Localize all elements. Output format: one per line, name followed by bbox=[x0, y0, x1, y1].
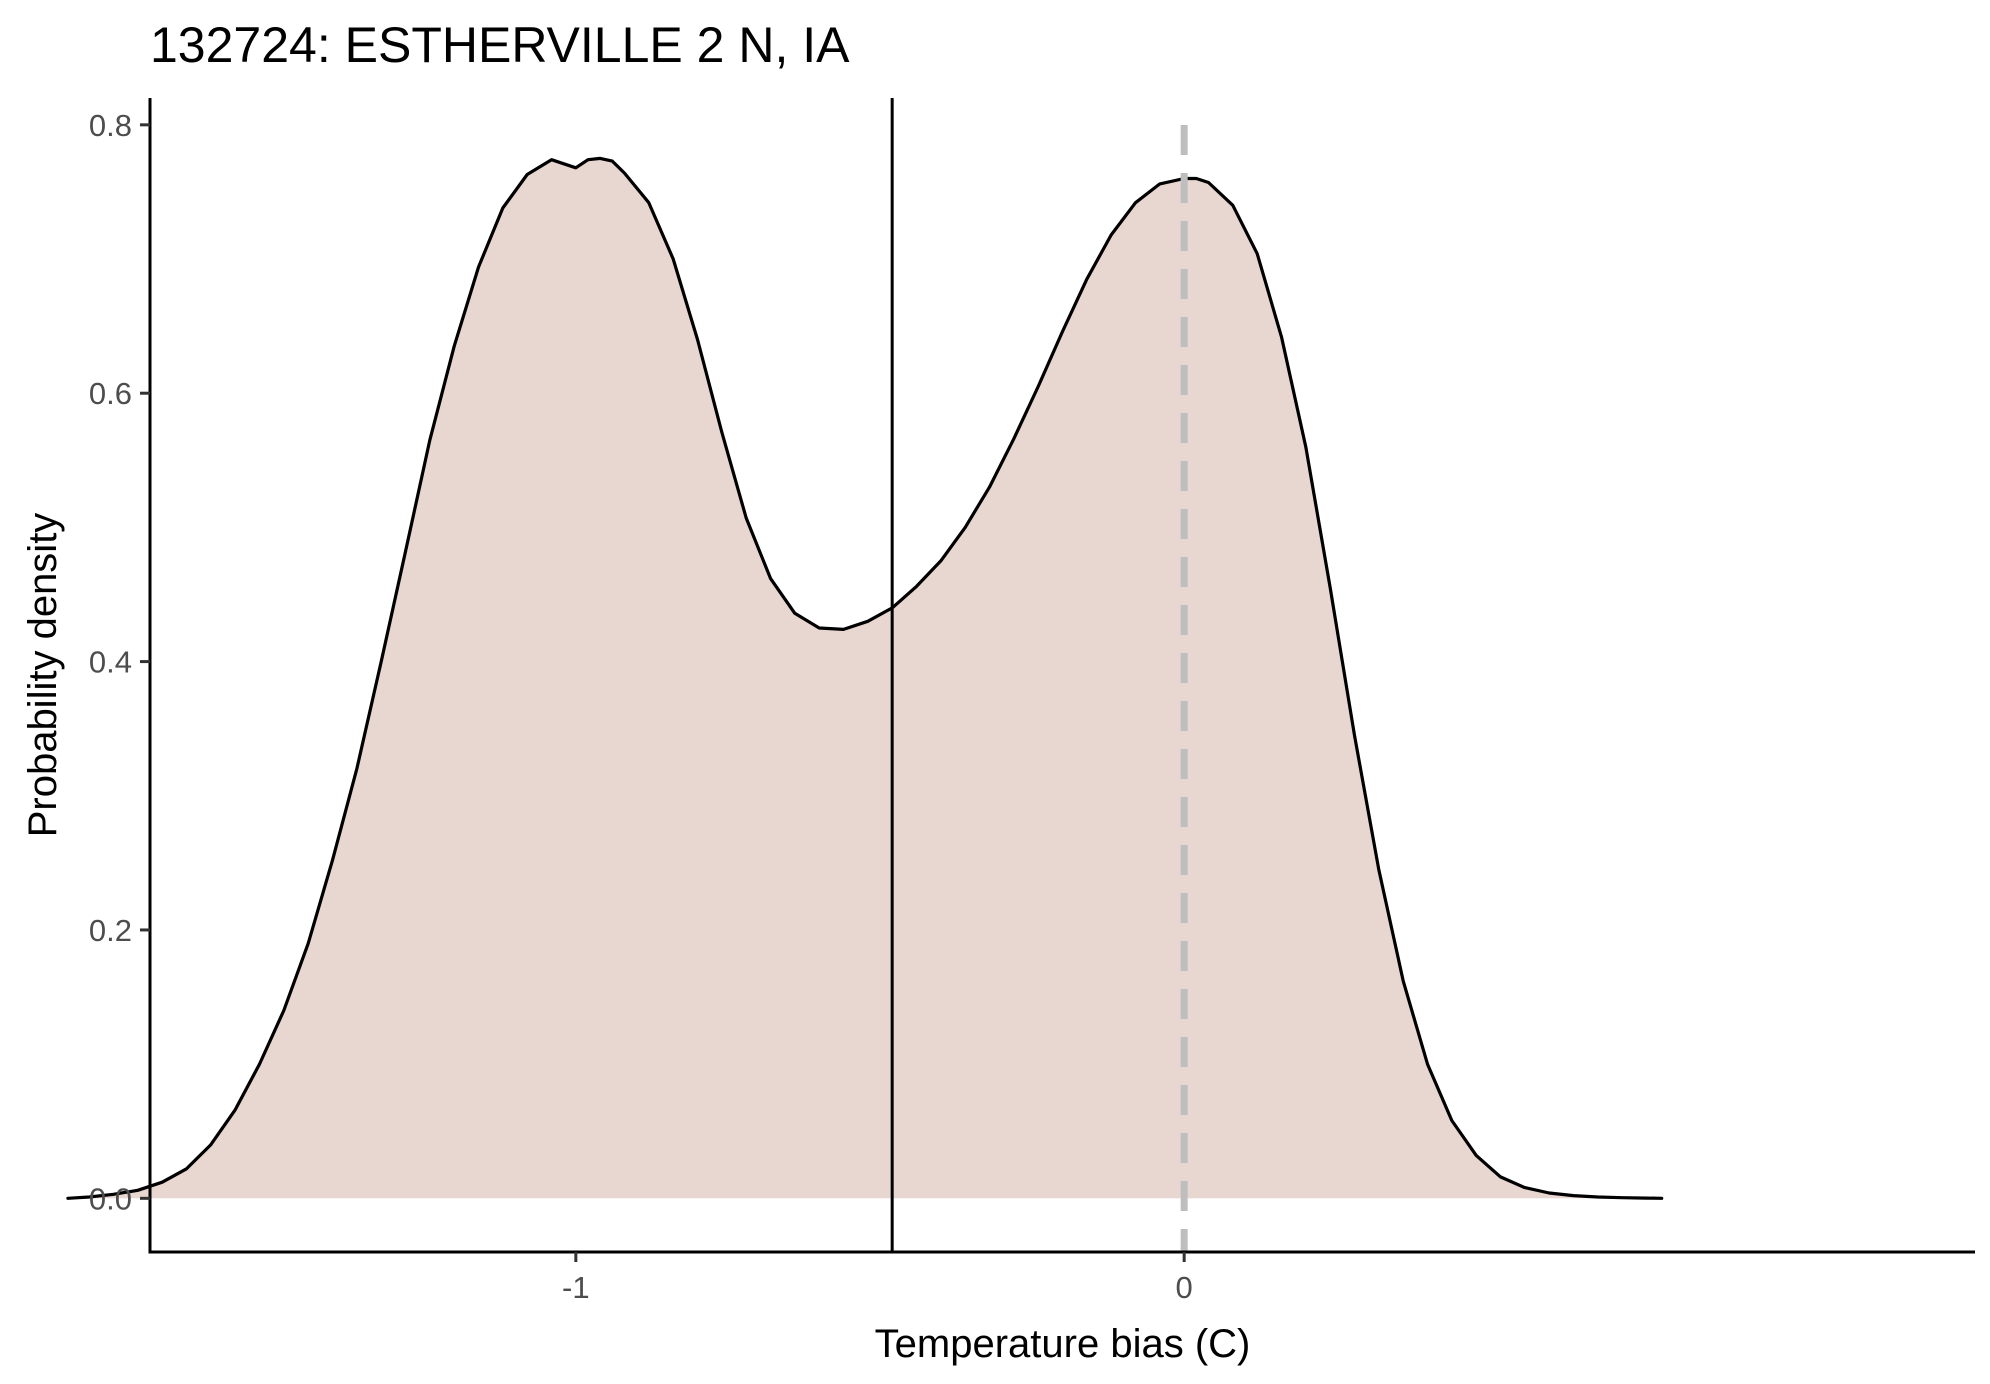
density-curve bbox=[66, 156, 1664, 1200]
x-axis-title: Temperature bias (C) bbox=[875, 1322, 1251, 1366]
y-tick-label: 0.2 bbox=[89, 913, 132, 948]
chart-title: 132724: ESTHERVILLE 2 N, IA bbox=[150, 17, 850, 73]
y-axis-title: Probability density bbox=[21, 513, 65, 838]
y-tick-label: 0.0 bbox=[89, 1181, 132, 1216]
x-tick-label: -1 bbox=[562, 1270, 590, 1305]
axes: 0.0 0.2 0.4 0.6 0.8 -1 0 bbox=[89, 98, 1975, 1305]
plot-area bbox=[66, 98, 1664, 1252]
y-tick-label: 0.4 bbox=[89, 645, 132, 680]
density-area bbox=[67, 158, 1662, 1199]
y-tick-label: 0.8 bbox=[89, 108, 132, 143]
y-tick-label: 0.6 bbox=[89, 376, 132, 411]
x-tick-label: 0 bbox=[1176, 1270, 1193, 1305]
